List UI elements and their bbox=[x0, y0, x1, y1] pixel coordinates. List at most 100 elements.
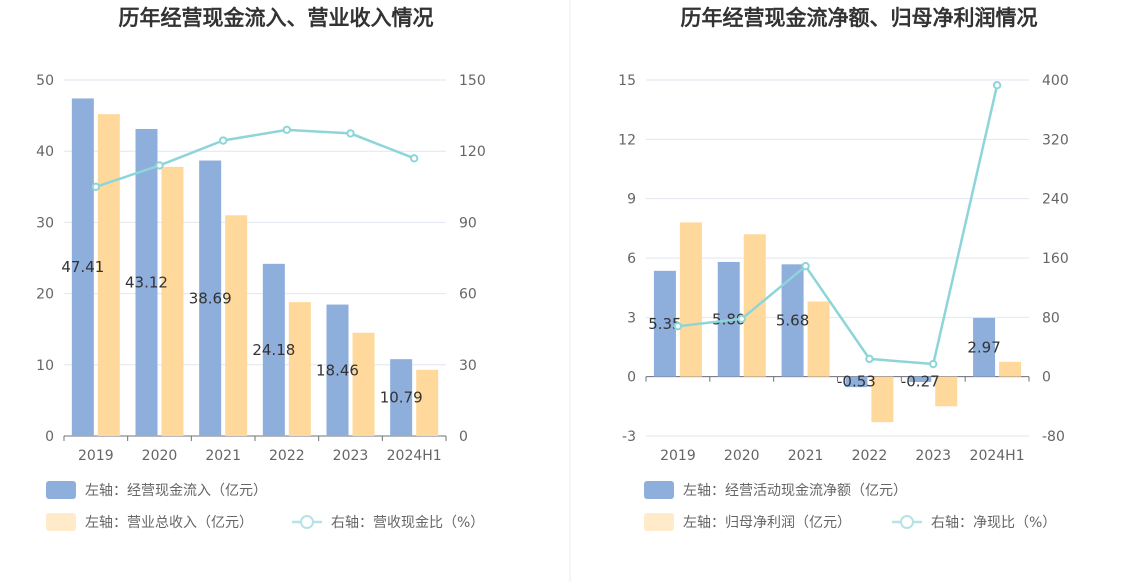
bar-secondary[interactable] bbox=[416, 369, 439, 436]
right-axis-tick: 150 bbox=[459, 73, 486, 89]
legend-label: 右轴：营收现金比（%） bbox=[331, 515, 484, 531]
bar-primary[interactable] bbox=[845, 376, 868, 388]
line-point[interactable] bbox=[346, 129, 355, 138]
line-point[interactable] bbox=[282, 125, 292, 135]
legend-label: 右轴：净现比（%） bbox=[931, 515, 1056, 531]
bar-data-label: 18.46 bbox=[316, 361, 359, 379]
left-axis-tick: 0 bbox=[45, 429, 54, 445]
bar-primary[interactable] bbox=[781, 264, 804, 377]
right-axis-tick: 160 bbox=[1042, 251, 1069, 267]
bar-secondary[interactable] bbox=[743, 234, 766, 377]
line-point[interactable] bbox=[737, 314, 746, 324]
bar-secondary[interactable] bbox=[225, 215, 248, 436]
right-axis-tick: 240 bbox=[1042, 192, 1069, 208]
legend-label: 左轴：经营现金流入（亿元） bbox=[85, 483, 267, 499]
left-axis-tick: -3 bbox=[622, 429, 636, 445]
line-point[interactable] bbox=[929, 359, 938, 369]
x-axis-label: 2019 bbox=[660, 448, 696, 464]
legend-swatch[interactable] bbox=[644, 513, 674, 531]
legend-label: 左轴：营业总收入（亿元） bbox=[85, 515, 253, 531]
bar-primary[interactable] bbox=[135, 128, 158, 436]
legend-label: 左轴：归母净利润（亿元） bbox=[683, 514, 851, 531]
left-axis-tick: 3 bbox=[627, 310, 636, 326]
right-axis-tick: 120 bbox=[459, 144, 486, 160]
right-axis-tick: 400 bbox=[1042, 73, 1069, 89]
x-axis-label: 2021 bbox=[205, 448, 241, 464]
line-point[interactable] bbox=[409, 154, 419, 163]
bar-secondary[interactable] bbox=[999, 361, 1022, 377]
bar-data-label: 10.79 bbox=[380, 389, 423, 407]
bar-secondary[interactable] bbox=[161, 166, 184, 436]
bar-primary[interactable] bbox=[262, 263, 285, 436]
bar-secondary[interactable] bbox=[807, 301, 830, 377]
x-axis-label: 2020 bbox=[724, 448, 760, 464]
left-axis-tick: 30 bbox=[36, 215, 54, 231]
bar-data-label: 43.12 bbox=[125, 273, 168, 291]
left-axis-tick: 9 bbox=[627, 192, 636, 208]
right-axis-tick: 30 bbox=[459, 358, 477, 374]
bar-data-label: -0.27 bbox=[901, 373, 940, 391]
bar-data-label: 5.68 bbox=[776, 311, 809, 329]
chart-title: 历年经营现金流入、营业收入情况 bbox=[119, 6, 434, 30]
bar-secondary[interactable] bbox=[97, 114, 120, 437]
line-point[interactable] bbox=[865, 354, 874, 364]
line-point[interactable] bbox=[91, 182, 101, 192]
line-point[interactable] bbox=[155, 161, 164, 170]
right-axis-tick: 0 bbox=[459, 429, 468, 445]
x-axis-label: 2023 bbox=[333, 448, 369, 464]
legend-swatch[interactable] bbox=[46, 513, 76, 531]
x-axis-label: 2023 bbox=[915, 448, 951, 464]
right-axis-tick: 60 bbox=[459, 287, 477, 303]
line-point[interactable] bbox=[218, 136, 228, 145]
bar-primary[interactable] bbox=[390, 359, 413, 436]
chart-title: 历年经营现金流净额、归母净利润情况 bbox=[681, 6, 1038, 30]
bar-primary[interactable] bbox=[973, 317, 996, 377]
bar-primary[interactable] bbox=[326, 304, 349, 436]
left-axis-tick: 10 bbox=[36, 358, 54, 374]
chart-2: 历年经营现金流净额、归母净利润情况 -3 0 3 6 9 12 15 -80 0 80 160 240 3… bbox=[618, 6, 1069, 531]
left-axis-tick: 20 bbox=[36, 287, 54, 303]
right-axis-tick: 80 bbox=[1042, 310, 1060, 326]
bar-secondary[interactable] bbox=[871, 376, 894, 423]
bar-data-label: 24.18 bbox=[252, 341, 295, 359]
x-axis-label: 2022 bbox=[269, 448, 305, 464]
ratio-line bbox=[95, 128, 415, 188]
bar-primary[interactable] bbox=[199, 160, 222, 436]
left-axis-tick: 12 bbox=[618, 132, 636, 148]
right-axis-tick: -80 bbox=[1042, 429, 1065, 445]
bar-secondary[interactable] bbox=[288, 302, 311, 436]
line-point[interactable] bbox=[801, 261, 810, 271]
legend-swatch[interactable] bbox=[644, 481, 674, 499]
bar-secondary[interactable] bbox=[352, 332, 375, 436]
bar-data-label: 38.69 bbox=[189, 289, 232, 307]
legend-line-marker[interactable] bbox=[900, 515, 914, 529]
bar-data-label: 2.97 bbox=[967, 338, 1000, 356]
right-axis-tick: 320 bbox=[1042, 132, 1069, 148]
x-axis-label: 2024H1 bbox=[970, 448, 1025, 464]
bar-secondary[interactable] bbox=[679, 222, 702, 377]
right-axis-tick: 0 bbox=[1042, 370, 1051, 386]
left-axis-tick: 15 bbox=[618, 73, 636, 89]
line-point[interactable] bbox=[673, 322, 683, 331]
legend-label: 左轴：经营活动现金流净额（亿元） bbox=[683, 483, 907, 499]
left-axis-tick: 50 bbox=[36, 73, 54, 89]
line-point[interactable] bbox=[992, 80, 1002, 90]
bar-secondary[interactable] bbox=[935, 376, 958, 407]
bar-primary[interactable] bbox=[909, 376, 932, 383]
ratio-line bbox=[677, 84, 999, 366]
x-axis-label: 2021 bbox=[788, 448, 824, 464]
right-axis-tick: 90 bbox=[459, 215, 477, 231]
x-axis-label: 2019 bbox=[78, 448, 114, 464]
x-axis-label: 2022 bbox=[852, 448, 888, 464]
left-axis-tick: 0 bbox=[627, 370, 636, 386]
legend-line-marker[interactable] bbox=[300, 515, 314, 529]
bar-primary[interactable] bbox=[71, 98, 94, 437]
bar-data-label: 5.35 bbox=[648, 315, 681, 333]
legend-swatch[interactable] bbox=[46, 481, 76, 499]
bar-primary[interactable] bbox=[653, 270, 676, 377]
left-axis-tick: 6 bbox=[627, 251, 636, 267]
left-axis-tick: 40 bbox=[36, 144, 54, 160]
x-axis-label: 2020 bbox=[142, 448, 178, 464]
